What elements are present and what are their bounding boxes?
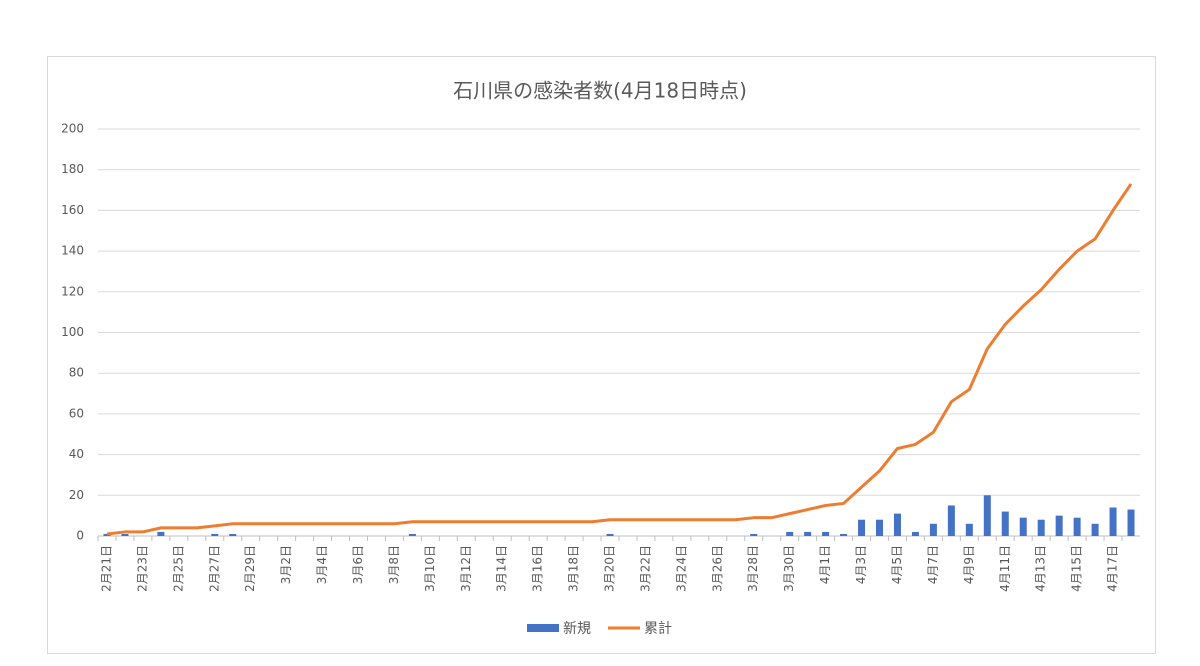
bar — [1091, 523, 1099, 536]
bar — [1001, 511, 1009, 536]
bar — [229, 533, 237, 536]
x-tick-label: 4月5日 — [890, 545, 904, 584]
bar — [1019, 517, 1027, 536]
x-tick-label: 3月16日 — [531, 545, 545, 592]
bar — [103, 533, 111, 536]
x-tick-label: 4月17日 — [1106, 545, 1120, 592]
x-tick-label: 3月18日 — [567, 545, 581, 592]
x-tick-label: 2月25日 — [171, 545, 185, 592]
bar — [1073, 517, 1081, 536]
x-tick-label: 3月8日 — [387, 545, 401, 584]
bar — [947, 505, 955, 536]
y-tick-label: 160 — [61, 203, 84, 217]
bar — [211, 533, 219, 536]
x-tick-label: 3月4日 — [315, 545, 329, 584]
bar — [1055, 515, 1063, 536]
bar — [893, 513, 901, 536]
x-tick-label: 4月15日 — [1070, 545, 1084, 592]
y-tick-label: 40 — [69, 447, 84, 461]
bar — [750, 533, 758, 536]
x-tick-label: 2月29日 — [243, 545, 257, 592]
x-tick-label: 3月22日 — [638, 545, 652, 592]
bar — [804, 531, 812, 536]
legend-swatch — [527, 624, 559, 632]
y-tick-label: 180 — [61, 162, 84, 176]
x-tick-label: 3月12日 — [459, 545, 473, 592]
bar — [911, 531, 919, 536]
bar — [121, 533, 129, 536]
x-tick-label: 2月27日 — [207, 545, 221, 592]
bar — [840, 533, 848, 536]
chart-frame — [47, 56, 1156, 654]
x-tick-label: 4月3日 — [854, 545, 868, 584]
x-tick-label: 3月26日 — [710, 545, 724, 592]
x-tick-label: 3月28日 — [746, 545, 760, 592]
legend-label: 新規 — [563, 621, 591, 637]
x-tick-label: 4月11日 — [998, 545, 1012, 592]
x-tick-label: 4月1日 — [818, 545, 832, 584]
bar — [408, 533, 416, 536]
bar — [965, 523, 973, 536]
x-tick-label: 2月23日 — [135, 545, 149, 592]
x-tick-label: 3月20日 — [603, 545, 617, 592]
y-tick-label: 20 — [69, 488, 84, 502]
x-tick-label: 4月13日 — [1034, 545, 1048, 592]
x-tick-label: 3月14日 — [495, 545, 509, 592]
x-tick-label: 3月24日 — [674, 545, 688, 592]
x-tick-label: 4月9日 — [962, 545, 976, 584]
y-tick-label: 120 — [61, 284, 84, 298]
bar — [786, 531, 794, 536]
x-tick-label: 3月10日 — [423, 545, 437, 592]
x-tick-label: 3月6日 — [351, 545, 365, 584]
bar — [1037, 519, 1045, 536]
bar — [157, 531, 165, 536]
bar — [1127, 509, 1135, 536]
x-tick-label: 3月2日 — [279, 545, 293, 584]
y-tick-label: 200 — [61, 122, 84, 136]
y-tick-label: 60 — [69, 406, 84, 420]
bar — [1109, 507, 1117, 536]
x-tick-label: 2月21日 — [99, 545, 113, 592]
bar — [858, 519, 866, 536]
x-tick-label: 4月7日 — [926, 545, 940, 584]
bar — [606, 533, 614, 536]
y-tick-label: 80 — [69, 366, 84, 380]
chart-title: 石川県の感染者数(4月18日時点) — [453, 79, 747, 103]
y-tick-label: 0 — [76, 529, 84, 543]
x-tick-label: 3月30日 — [782, 545, 796, 592]
bar — [876, 519, 883, 536]
bar — [822, 531, 830, 536]
legend-label: 累計 — [644, 621, 672, 637]
y-tick-label: 140 — [61, 244, 84, 258]
y-tick-label: 100 — [61, 325, 84, 339]
line — [106, 183, 1133, 536]
bar — [929, 523, 937, 536]
bar — [983, 495, 991, 536]
